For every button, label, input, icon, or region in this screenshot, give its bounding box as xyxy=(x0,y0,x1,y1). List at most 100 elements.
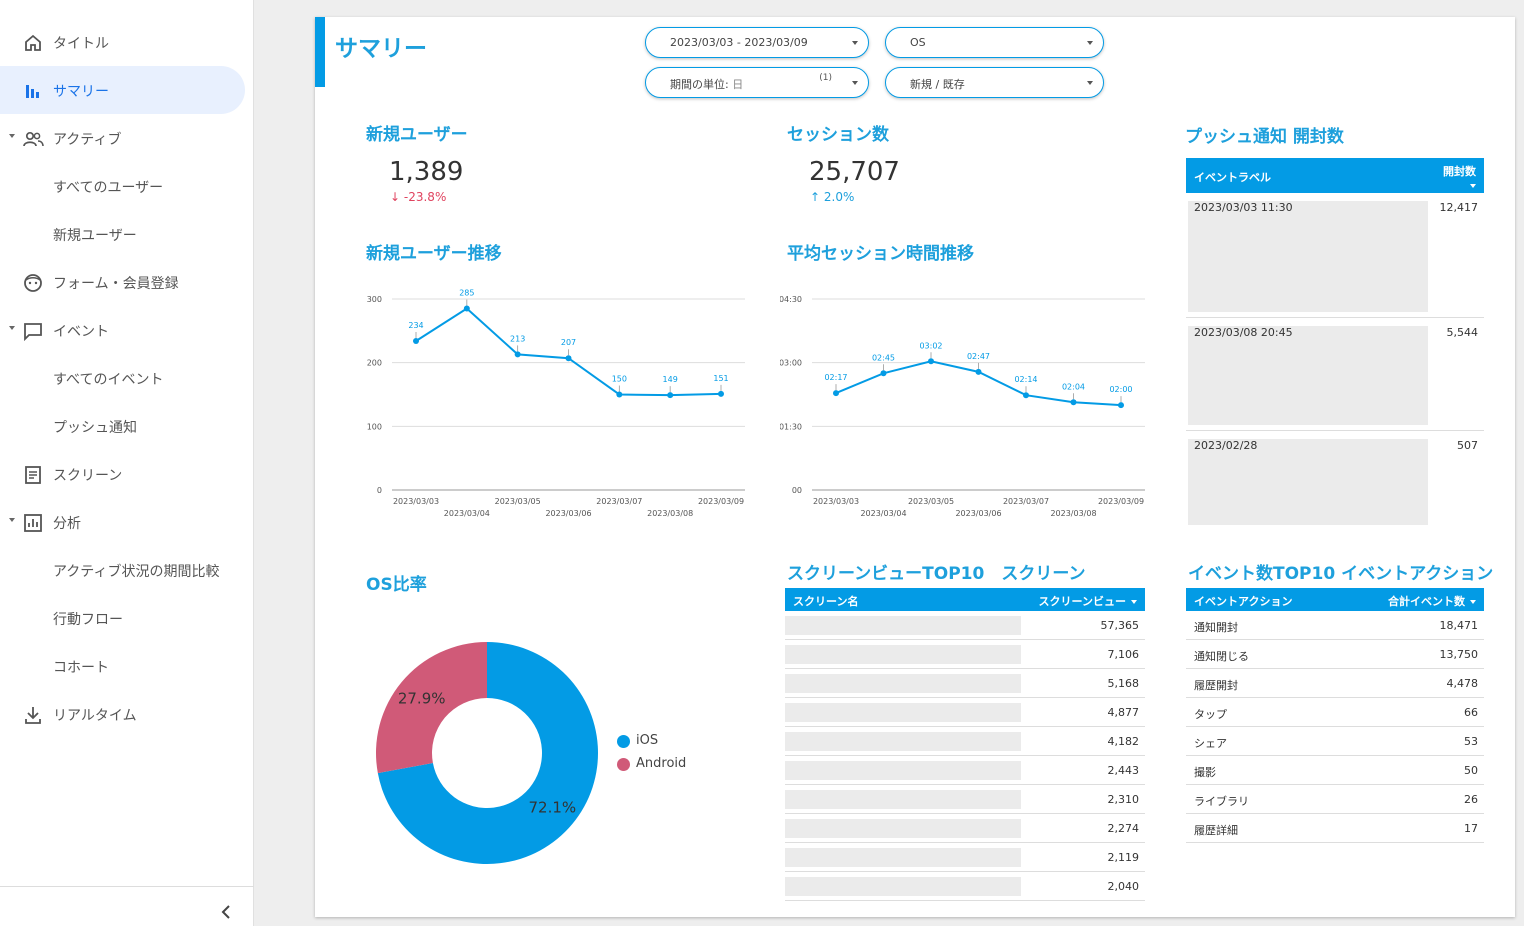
screen-view-count: 2,274 xyxy=(1107,822,1140,835)
column-header-event-action[interactable]: イベントアクション xyxy=(1194,595,1293,608)
x-tick-label: 2023/03/03 xyxy=(393,497,439,506)
table-row[interactable]: 通知閉じる 13,750 xyxy=(1186,640,1484,669)
sort-desc-icon xyxy=(1470,600,1476,604)
data-label: 02:45 xyxy=(872,353,895,362)
data-label: 02:04 xyxy=(1062,382,1085,391)
data-point[interactable] xyxy=(463,305,470,312)
x-tick-label: 2023/03/05 xyxy=(908,497,954,506)
screen-view-count: 2,040 xyxy=(1107,880,1140,893)
sidebar-item[interactable]: 分析 xyxy=(0,498,245,546)
sidebar-item[interactable]: タイトル xyxy=(0,18,245,66)
table-row[interactable]: ライブラリ 26 xyxy=(1186,785,1484,814)
data-point[interactable] xyxy=(880,370,887,377)
pie-slice[interactable] xyxy=(376,642,487,774)
new-users-delta-value: -23.8% xyxy=(403,190,447,204)
expand-caret-icon[interactable] xyxy=(9,518,15,522)
table-row[interactable]: 5,168 xyxy=(785,669,1145,698)
table-row[interactable]: 2,310 xyxy=(785,785,1145,814)
table-row[interactable]: 2023/02/28 507 xyxy=(1186,431,1484,531)
expand-caret-icon[interactable] xyxy=(9,134,15,138)
data-label: 02:14 xyxy=(1014,375,1037,384)
data-point[interactable] xyxy=(928,358,934,365)
os-filter[interactable]: OS xyxy=(885,27,1104,58)
sidebar-item[interactable]: リアルタイム xyxy=(0,690,245,738)
data-label: 149 xyxy=(663,375,678,384)
table-row[interactable]: 通知開封 18,471 xyxy=(1186,611,1484,640)
column-header-open-count[interactable]: 開封数 xyxy=(1443,163,1476,192)
table-row[interactable]: 2,119 xyxy=(785,843,1145,872)
open-count: 5,544 xyxy=(1446,326,1479,339)
sidebar-item[interactable]: プッシュ通知 xyxy=(0,402,245,450)
sidebar-item[interactable]: すべてのイベント xyxy=(0,354,245,402)
sidebar-item[interactable]: サマリー xyxy=(0,66,245,114)
sidebar-item-label: 分析 xyxy=(53,516,81,532)
table-row[interactable]: シェア 53 xyxy=(1186,727,1484,756)
chevron-down-icon xyxy=(852,41,858,45)
chevron-down-icon xyxy=(1087,81,1093,85)
screen-view-count: 5,168 xyxy=(1107,677,1140,690)
sidebar-item[interactable]: コホート xyxy=(0,642,245,690)
x-tick-label: 2023/03/06 xyxy=(955,509,1001,518)
user-type-filter[interactable]: 新規 / 既存 xyxy=(885,67,1104,98)
screen-view-count: 57,365 xyxy=(1100,619,1140,632)
redacted-screen-name xyxy=(785,732,1021,751)
data-point[interactable] xyxy=(1070,399,1077,406)
period-unit-label: 期間の単位: xyxy=(670,78,729,91)
sidebar-item-label: 行動フロー xyxy=(53,612,123,628)
sort-desc-icon xyxy=(1131,600,1137,604)
article-icon xyxy=(22,464,44,486)
table-row[interactable]: 4,877 xyxy=(785,698,1145,727)
event-action: シェア xyxy=(1194,737,1227,750)
sidebar-item[interactable]: 行動フロー xyxy=(0,594,245,642)
data-point[interactable] xyxy=(975,368,982,375)
x-tick-label: 2023/03/08 xyxy=(1050,509,1096,518)
data-point[interactable] xyxy=(1023,392,1029,399)
data-point[interactable] xyxy=(413,338,419,345)
analytics-icon xyxy=(22,512,44,534)
table-row[interactable]: 7,106 xyxy=(785,640,1145,669)
sidebar-item-label: フォーム・会員登録 xyxy=(53,276,179,292)
column-header-event-label[interactable]: イベントラベル xyxy=(1194,171,1271,184)
screen-view-count: 7,106 xyxy=(1107,648,1140,661)
data-point[interactable] xyxy=(833,390,839,397)
sidebar-item[interactable]: アクティブ状況の期間比較 xyxy=(0,546,245,594)
table-row[interactable]: 2023/03/08 20:45 5,544 xyxy=(1186,318,1484,431)
event-label: 2023/03/08 20:45 xyxy=(1194,326,1293,339)
table-row[interactable]: 2,040 xyxy=(785,872,1145,901)
sidebar-item[interactable]: すべてのユーザー xyxy=(0,162,245,210)
expand-caret-icon[interactable] xyxy=(9,326,15,330)
table-row[interactable]: タップ 66 xyxy=(1186,698,1484,727)
x-tick-label: 2023/03/06 xyxy=(545,509,591,518)
pie-slice[interactable] xyxy=(377,642,598,864)
table-row[interactable]: 2,443 xyxy=(785,756,1145,785)
table-row[interactable]: 撮影 50 xyxy=(1186,756,1484,785)
redacted-screen-name xyxy=(785,877,1021,896)
data-point[interactable] xyxy=(718,390,724,397)
event-action: 通知開封 xyxy=(1194,621,1238,634)
table-row[interactable]: 2023/03/03 11:30 12,417 xyxy=(1186,193,1484,318)
x-tick-label: 2023/03/08 xyxy=(647,509,693,518)
sidebar-item[interactable]: 新規ユーザー xyxy=(0,210,245,258)
data-point[interactable] xyxy=(667,392,674,399)
sidebar-item[interactable]: アクティブ xyxy=(0,114,245,162)
table-row[interactable]: 履歴開封 4,478 xyxy=(1186,669,1484,698)
table-row[interactable]: 履歴詳細 17 xyxy=(1186,814,1484,843)
event-action-table: イベントアクション 合計イベント数 通知開封 18,471 通知閉じる 13,750 履… xyxy=(1186,588,1484,848)
column-header-screen-views[interactable]: スクリーンビュー xyxy=(1039,593,1137,609)
date-range-filter[interactable]: 2023/03/03 - 2023/03/09 xyxy=(645,27,869,58)
data-point[interactable] xyxy=(1118,402,1124,409)
table-row[interactable]: 4,182 xyxy=(785,727,1145,756)
x-tick-label: 2023/03/04 xyxy=(860,509,906,518)
data-point[interactable] xyxy=(565,355,572,362)
sidebar-item[interactable]: フォーム・会員登録 xyxy=(0,258,245,306)
sidebar-item[interactable]: スクリーン xyxy=(0,450,245,498)
data-point[interactable] xyxy=(514,351,521,358)
column-header-total-events[interactable]: 合計イベント数 xyxy=(1388,593,1476,609)
table-row[interactable]: 2,274 xyxy=(785,814,1145,843)
collapse-sidebar-button[interactable] xyxy=(216,902,236,922)
column-header-screen-name[interactable]: スクリーン名 xyxy=(793,595,859,608)
period-unit-filter[interactable]: 期間の単位: 日 (1) xyxy=(645,67,869,98)
data-point[interactable] xyxy=(616,391,623,398)
table-row[interactable]: 57,365 xyxy=(785,611,1145,640)
sidebar-item[interactable]: イベント xyxy=(0,306,245,354)
